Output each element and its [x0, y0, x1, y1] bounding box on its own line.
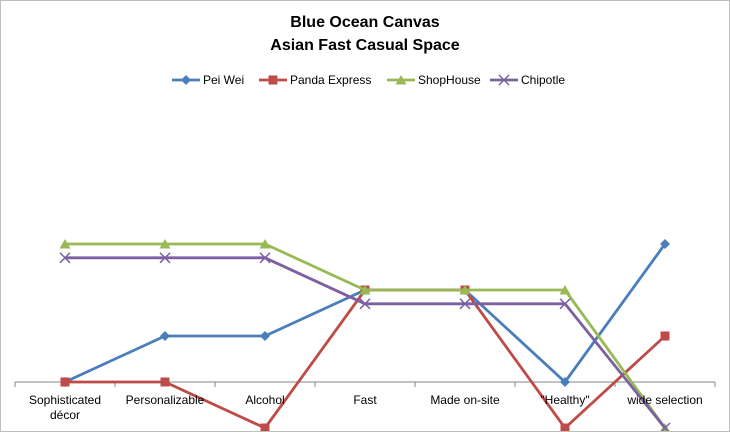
legend: Pei Wei Panda Express ShopHouse Chipotle	[1, 72, 729, 90]
panda-express-marker	[60, 377, 70, 387]
panda-express-line	[65, 288, 666, 430]
chipotle-marker	[459, 298, 471, 310]
chipotle-marker	[659, 422, 671, 431]
legend-item-pei-wei: Pei Wei	[171, 72, 291, 90]
x-tick-label: Alcohol	[245, 393, 284, 407]
x-tick-label: wide selection	[626, 393, 702, 407]
chipotle-marker	[259, 252, 271, 264]
pei-wei-line	[64, 243, 667, 384]
legend-item-panda-express: Panda Express	[258, 72, 378, 90]
pei-wei-marker	[560, 377, 570, 387]
shophouse-marker	[559, 285, 571, 295]
x-tick-label: "Healthy"	[540, 393, 589, 407]
x-tick-label: Personalizable	[126, 393, 205, 407]
legend-item-chipotle: Chipotle	[489, 72, 609, 90]
chipotle-marker	[359, 298, 371, 310]
legend-label: ShopHouse	[418, 73, 481, 87]
chipotle-marker	[159, 252, 171, 264]
legend-swatch-panda-express	[259, 75, 287, 85]
legend-swatch-chipotle	[490, 74, 518, 86]
series-pei-wei	[60, 239, 670, 387]
legend-label: Panda Express	[290, 73, 372, 87]
legend-panda-express-marker	[268, 75, 278, 85]
legend-swatch-pei-wei	[172, 75, 200, 85]
chipotle-marker	[59, 252, 71, 264]
pei-wei-marker	[260, 331, 270, 341]
x-tick-label: Made on-site	[430, 393, 500, 407]
legend-shophouse-marker	[395, 75, 407, 85]
legend-swatch-shophouse	[387, 75, 415, 85]
panda-express-marker	[560, 423, 570, 431]
chart-subtitle: Asian Fast Casual Space	[270, 37, 460, 54]
chart-title: Blue Ocean Canvas	[290, 14, 440, 31]
series-chipotle	[59, 252, 671, 431]
shophouse-marker	[359, 285, 371, 295]
panda-express-marker	[160, 377, 170, 387]
shophouse-marker	[259, 239, 271, 249]
panda-express-marker	[660, 331, 670, 341]
pei-wei-marker	[160, 331, 170, 341]
shophouse-marker	[59, 239, 71, 249]
pei-wei-marker	[660, 239, 670, 249]
legend-label: Pei Wei	[203, 73, 245, 87]
chipotle-marker	[559, 298, 571, 310]
legend-item-shophouse: ShopHouse	[386, 72, 506, 90]
panda-express-marker	[260, 423, 270, 431]
x-tick-label: Sophisticated décor	[29, 393, 101, 422]
shophouse-marker	[459, 285, 471, 295]
shophouse-marker	[159, 239, 171, 249]
legend-pei-wei-marker	[181, 75, 191, 85]
legend-chipotle-marker	[498, 74, 510, 86]
legend-label: Chipotle	[521, 73, 566, 87]
x-tick-label: Fast	[353, 393, 377, 407]
